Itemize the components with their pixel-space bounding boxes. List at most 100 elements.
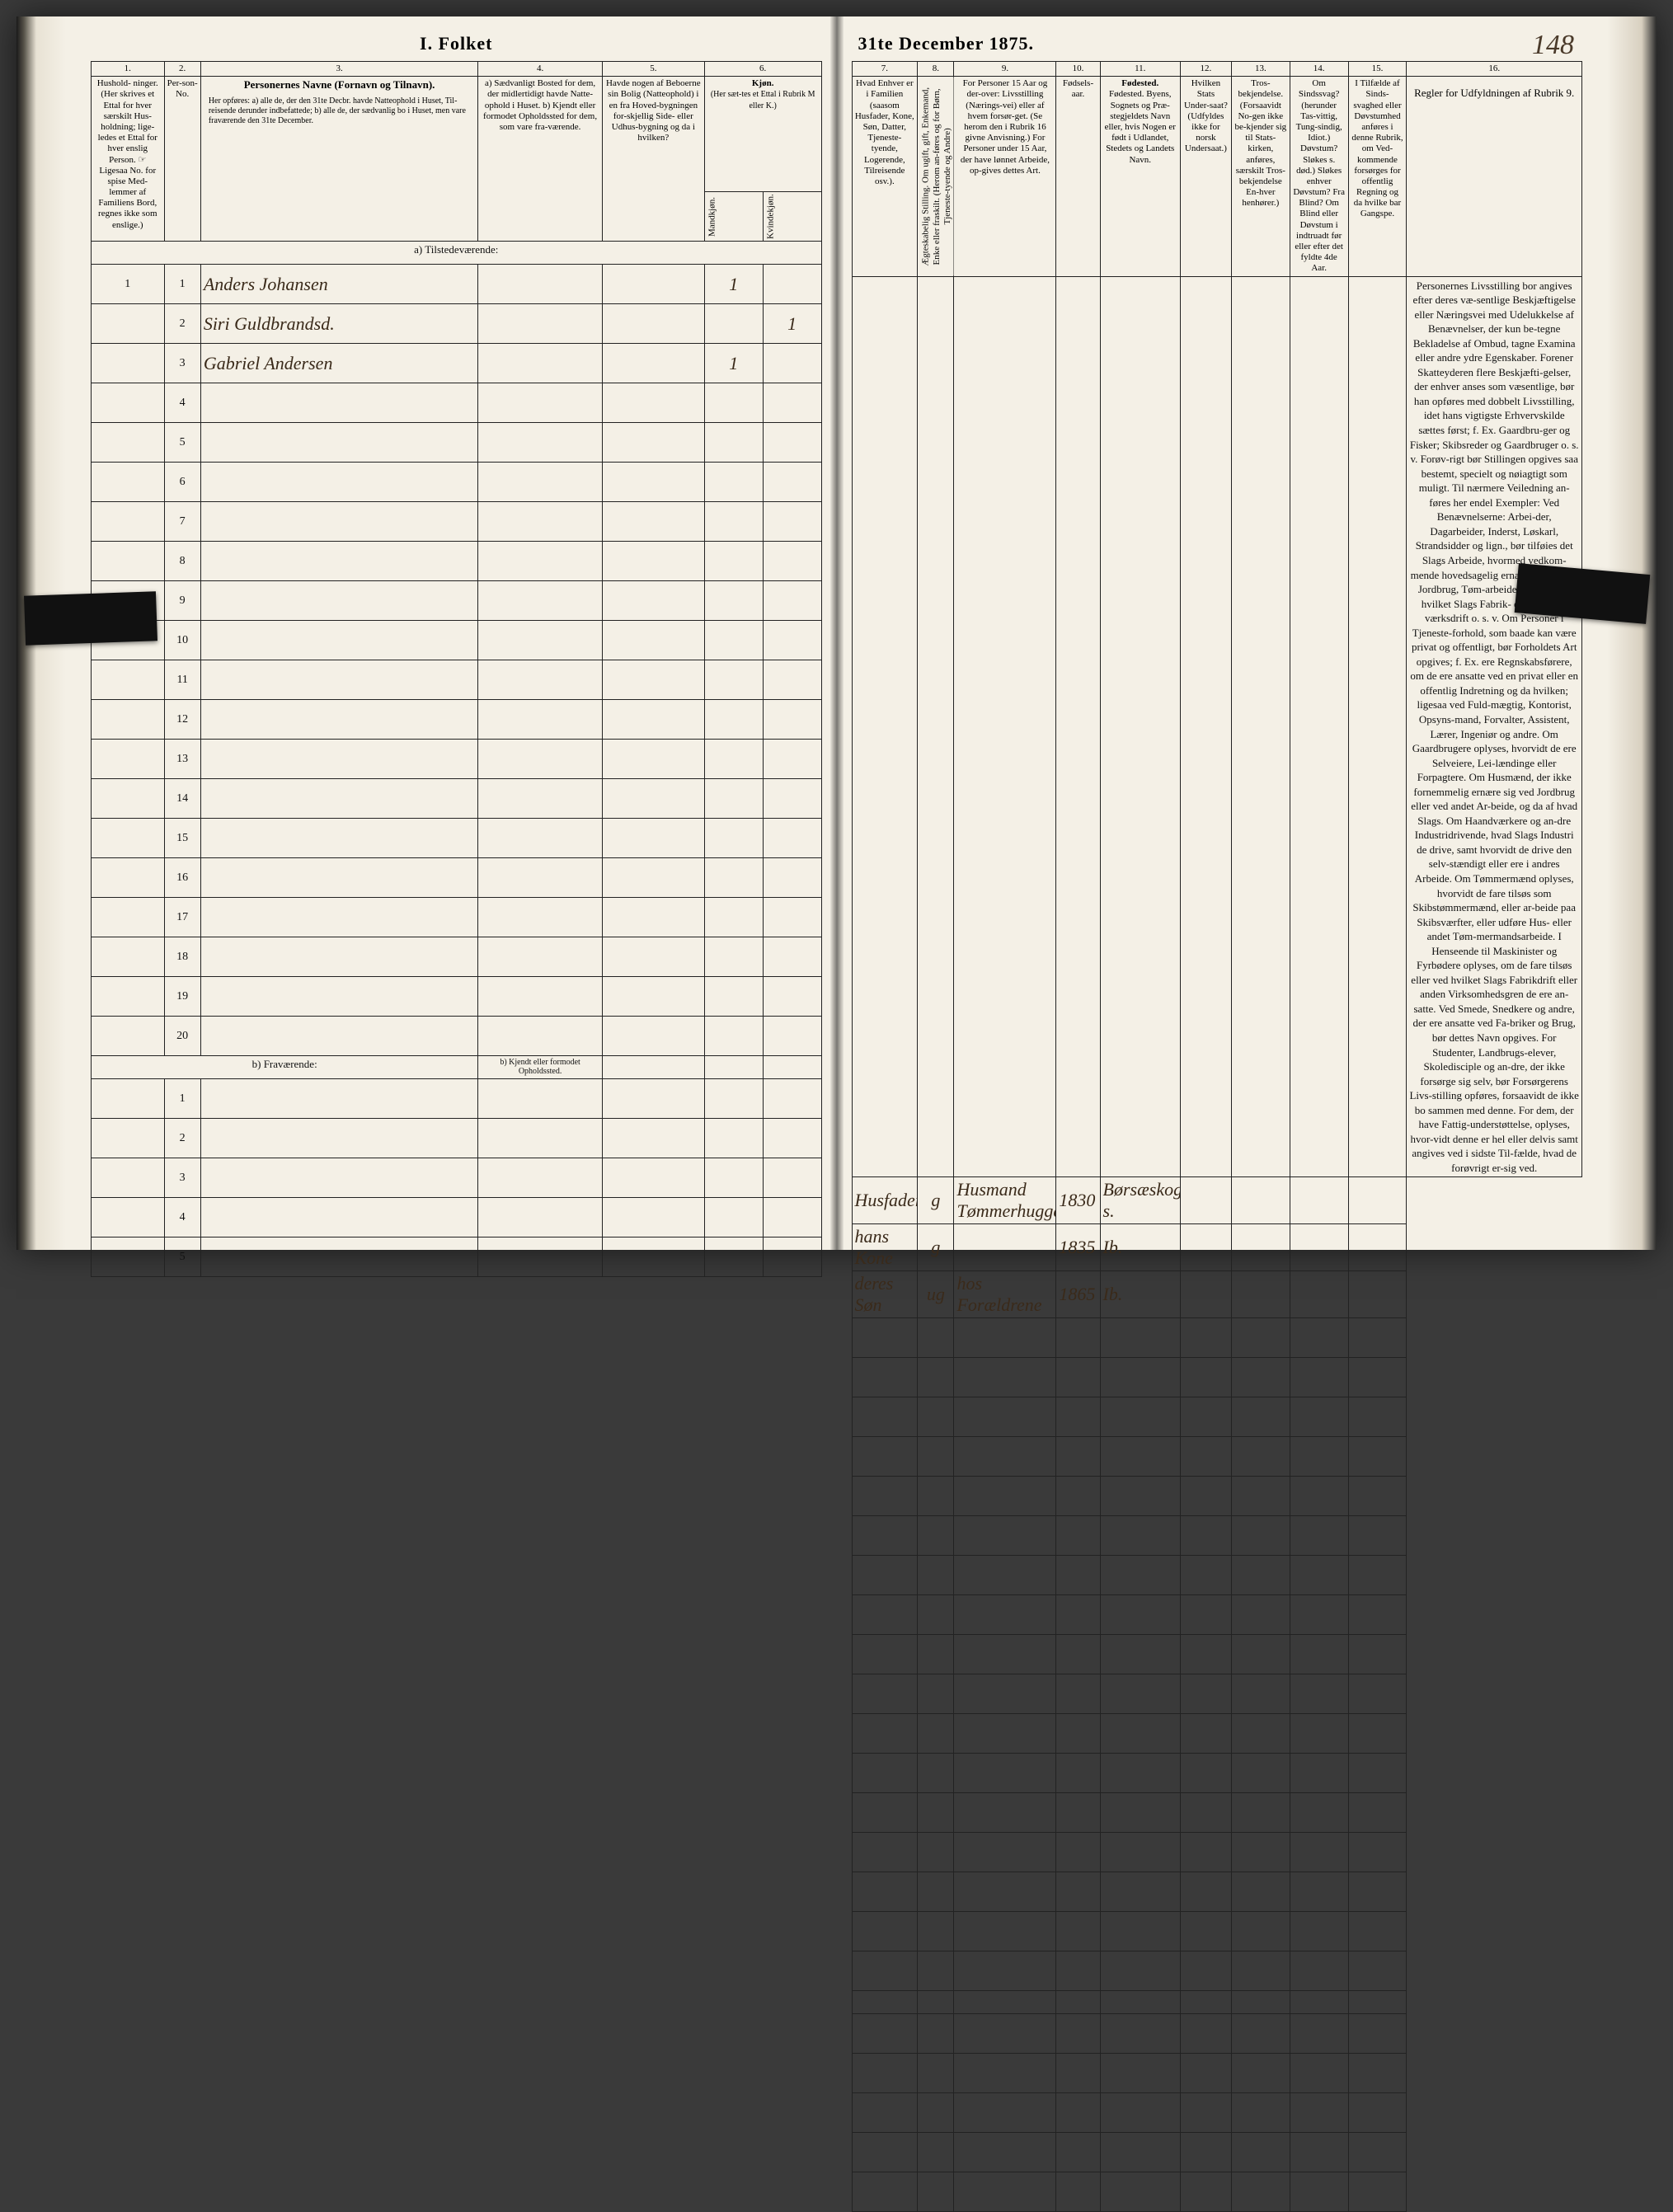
section-present-label: a) Tilstedeværende: [92, 242, 822, 265]
hdr-names-body: Her opføres: a) alle de, der den 31te De… [204, 96, 476, 126]
table-row: 10 [92, 621, 822, 660]
table-row [852, 2054, 1582, 2093]
hdr-rules-title: Regler for Udfyldningen af Rubrik 9. [1409, 78, 1579, 108]
hdr-support: I Tilfælde af Sinds-svaghed eller Døvstu… [1348, 77, 1407, 276]
table-row: 16 [92, 858, 822, 898]
table-row [852, 2133, 1582, 2172]
table-row [852, 1872, 1582, 1912]
column-number-row: 1. 2. 3. 4. 5. 6. [92, 62, 822, 77]
table-row: 12 [92, 700, 822, 740]
table-row: HusfadergHusmand Tømmerhugger1830Børsæsk… [852, 1177, 1582, 1224]
table-row [852, 1437, 1582, 1477]
header-row: Hushold- ninger. (Her skrives et Ettal f… [92, 77, 822, 192]
table-row [852, 1754, 1582, 1793]
col-num: 14. [1290, 62, 1348, 77]
table-row: hans Koneg1835Ib. [852, 1224, 1582, 1271]
table-row: 13 [92, 740, 822, 779]
book-edge-right [1607, 16, 1657, 1250]
col-num: 6. [704, 62, 821, 77]
table-row [852, 1516, 1582, 1556]
hdr-residence: a) Sædvanligt Bosted for dem, der midler… [478, 77, 603, 242]
table-row: deres Sønughos Forældrene1865Ib. [852, 1271, 1582, 1318]
table-row: 9 [92, 581, 822, 621]
hdr-birthplace: Fødested. Fødested. Byens, Sognets og Pr… [1100, 77, 1180, 276]
col-num: 15. [1348, 62, 1407, 77]
table-row [852, 1635, 1582, 1674]
hdr-household: Hushold- ninger. (Her skrives et Ettal f… [92, 77, 165, 242]
table-row [852, 1714, 1582, 1754]
table-row: 7 [92, 502, 822, 542]
hdr-female: Kvindekjøn. [763, 192, 821, 242]
table-row: 4 [92, 383, 822, 423]
section-absent: b) Fraværende: b) Kjendt eller formodet … [92, 1056, 822, 1079]
hdr-occupation: For Personer 15 Aar og der-over: Livssti… [954, 77, 1056, 276]
census-table-left: 1. 2. 3. 4. 5. 6. Hushold- ninger. (Her … [91, 61, 822, 1277]
table-row: 2Siri Guldbrandsd.1 [92, 304, 822, 344]
table-row [852, 1318, 1582, 1358]
section-absent-r [852, 1991, 1582, 2014]
hdr-birthyear: Fødsels-aar. [1056, 77, 1100, 276]
col-num: 12. [1180, 62, 1231, 77]
section-absent-col4: b) Kjendt eller formodet Opholdssted. [478, 1056, 603, 1079]
hdr-family-pos: Hvad Enhver er i Familien (saasom Husfad… [852, 77, 918, 276]
census-table-right: 7. 8. 9. 10. 11. 12. 13. 14. 15. 16. Hva… [852, 61, 1583, 2212]
col-num: 16. [1407, 62, 1582, 77]
table-row [852, 1595, 1582, 1635]
table-row: 11 [92, 660, 822, 700]
hdr-names: Personernes Navne (Fornavn og Tilnavn). … [200, 77, 478, 242]
col-num: 5. [602, 62, 704, 77]
table-row: 20 [92, 1017, 822, 1056]
rules-text: Personernes Livsstilling bor angives eft… [1407, 276, 1582, 1177]
col-num: 9. [954, 62, 1056, 77]
col-num: 4. [478, 62, 603, 77]
table-row: 6 [92, 463, 822, 502]
table-row: 3 [92, 1158, 822, 1198]
table-row [852, 1358, 1582, 1397]
hdr-male: Mandkjøn. [704, 192, 763, 242]
table-row: 14 [92, 779, 822, 819]
section-present: a) Tilstedeværende: [92, 242, 822, 265]
hdr-names-title: Personernes Navne (Fornavn og Tilnavn). [204, 78, 476, 92]
page-title-right: 31te December 1875. [852, 33, 1583, 54]
census-ledger-spread: I. Folket 1. 2. 3. 4. 5. 6. Hushold- nin… [16, 16, 1657, 1250]
hdr-birthplace-body: Fødested. Byens, Sognets og Præ-stegjeld… [1105, 89, 1176, 164]
left-page: I. Folket 1. 2. 3. 4. 5. 6. Hushold- nin… [66, 16, 837, 1250]
hdr-sex-title: Kjøn. [752, 78, 774, 88]
table-row: 5 [92, 1237, 822, 1277]
table-row [852, 1912, 1582, 1951]
table-row: 1 [92, 1079, 822, 1119]
table-row [852, 1833, 1582, 1872]
table-row [852, 2014, 1582, 2054]
table-row: 4 [92, 1198, 822, 1237]
col-num: 1. [92, 62, 165, 77]
table-row [852, 1397, 1582, 1437]
col-num: 3. [200, 62, 478, 77]
col-num: 2. [164, 62, 200, 77]
table-row [852, 1477, 1582, 1516]
right-page: 31te December 1875. 148 7. 8. 9. 10. 11.… [837, 16, 1608, 1250]
section-absent-label: b) Fraværende: [92, 1056, 478, 1079]
table-row: 5 [92, 423, 822, 463]
table-row [852, 2172, 1582, 2212]
hdr-sex-sub: (Her sæt-tes et Ettal i Rubrik M eller K… [711, 90, 815, 110]
table-row: 2 [92, 1119, 822, 1158]
hdr-person-no: Per-son-No. [164, 77, 200, 242]
binder-clip-left [24, 591, 157, 646]
page-spread: I. Folket 1. 2. 3. 4. 5. 6. Hushold- nin… [66, 16, 1607, 1250]
page-title-left: I. Folket [91, 33, 822, 54]
table-row [852, 2093, 1582, 2133]
book-spine [830, 16, 844, 1250]
table-row: 19 [92, 977, 822, 1017]
table-row [852, 1674, 1582, 1714]
section-spacer: Personernes Livsstilling bor angives eft… [852, 276, 1582, 1177]
hdr-disability: Om Sindssvag? (herunder Tas-vittig, Tung… [1290, 77, 1348, 276]
column-number-row: 7. 8. 9. 10. 11. 12. 13. 14. 15. 16. [852, 62, 1582, 77]
hdr-sex: Kjøn. (Her sæt-tes et Ettal i Rubrik M e… [704, 77, 821, 192]
table-row: 8 [92, 542, 822, 581]
table-row: 3Gabriel Andersen1 [92, 344, 822, 383]
col-num: 11. [1100, 62, 1180, 77]
hdr-outbuilding: Havde nogen af Beboerne sin Bolig (Natte… [602, 77, 704, 242]
col-num: 13. [1231, 62, 1290, 77]
table-row: 11Anders Johansen1 [92, 265, 822, 304]
hdr-rules: Regler for Udfyldningen af Rubrik 9. [1407, 77, 1582, 276]
